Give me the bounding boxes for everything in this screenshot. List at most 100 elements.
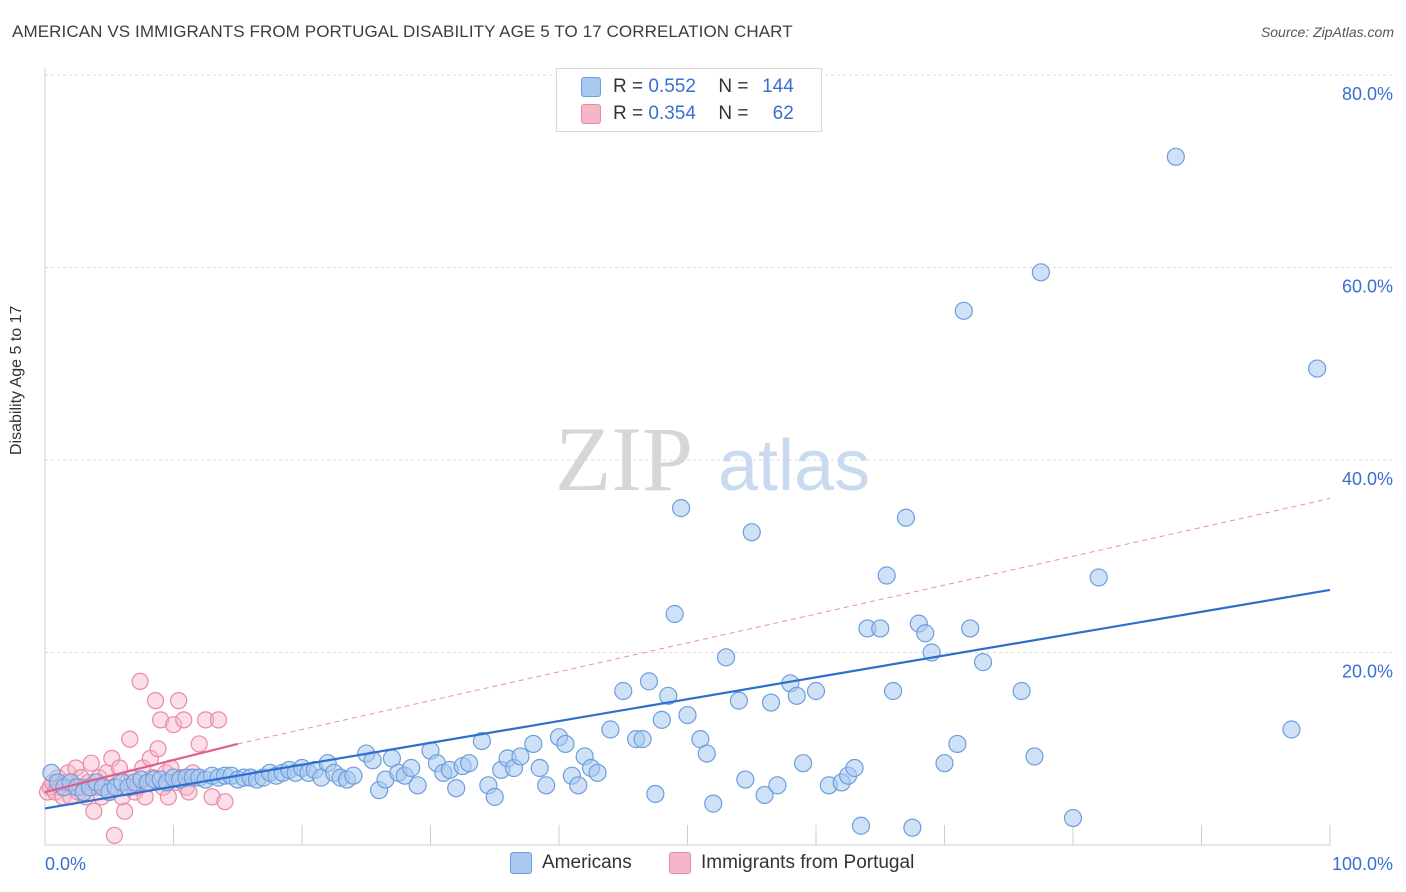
data-point-americans: [883, 681, 903, 701]
trend-line-americans: [44, 588, 1331, 810]
axes: [44, 68, 1331, 846]
data-point-americans: [729, 691, 749, 710]
data-point-americans: [485, 787, 504, 806]
data-point-americans: [716, 648, 736, 667]
data-point-americans: [1308, 359, 1327, 378]
y-tick-label: 40.0%: [1342, 469, 1393, 489]
legend-row-americans: R = 0.552 N = 144: [581, 75, 794, 99]
legend: R = 0.552 N = 144 R = 0.354 N = 62: [556, 68, 822, 132]
bottom-legend-americans: Americans: [510, 852, 632, 874]
data-point-americans: [1166, 147, 1185, 166]
data-point-americans: [1282, 720, 1301, 739]
data-point-portugal: [116, 802, 134, 820]
data-point-americans: [511, 747, 530, 766]
data-point-americans: [402, 758, 421, 778]
data-point-americans: [569, 776, 588, 795]
bottom-legend-swatch-portugal: [669, 852, 691, 874]
data-point-americans: [704, 794, 723, 813]
legend-r-value: 0.354: [648, 103, 696, 124]
legend-swatch-americans: [581, 77, 601, 97]
data-point-portugal: [105, 826, 123, 844]
data-point-americans: [1025, 747, 1044, 766]
data-point-americans: [652, 710, 671, 729]
data-point-americans: [1089, 568, 1108, 587]
data-point-portugal: [216, 793, 234, 811]
data-point-portugal: [175, 711, 193, 729]
data-point-americans: [639, 672, 659, 691]
data-point-americans: [671, 499, 691, 518]
gridlines: [45, 74, 1395, 653]
data-point-portugal: [152, 711, 170, 729]
trend-lines: [44, 498, 1331, 810]
legend-r-label: R =: [613, 103, 644, 124]
data-point-portugal: [131, 672, 149, 690]
data-point-americans: [903, 818, 922, 837]
data-point-americans: [851, 816, 871, 835]
bottom-legend-label: Immigrants from Portugal: [701, 852, 915, 873]
legend-swatch-portugal: [581, 104, 601, 124]
data-point-americans: [530, 758, 549, 778]
data-point-americans: [459, 754, 479, 773]
bottom-legend: Americans Immigrants from Portugal: [0, 852, 1406, 878]
trend-line-portugal: [44, 742, 239, 794]
data-point-americans: [736, 770, 755, 789]
series-portugal-points: [38, 672, 234, 844]
legend-r-value: 0.552: [648, 76, 696, 97]
data-point-americans: [472, 731, 491, 751]
data-point-portugal: [170, 692, 188, 710]
x-tick-label: 100.0%: [1332, 854, 1393, 874]
y-axis-label: Disability Age 5 to 17: [8, 305, 25, 455]
data-point-portugal: [203, 788, 221, 806]
bottom-legend-portugal: Immigrants from Portugal: [669, 852, 914, 874]
data-point-americans: [871, 619, 890, 638]
bottom-legend-swatch-americans: [510, 852, 532, 874]
y-tick-label: 20.0%: [1342, 662, 1393, 682]
data-point-portugal: [85, 802, 103, 820]
data-point-americans: [537, 776, 556, 795]
data-point-americans: [845, 758, 864, 778]
data-point-americans: [761, 693, 781, 712]
data-point-americans: [659, 686, 678, 705]
data-point-americans: [961, 619, 980, 638]
data-point-americans: [1063, 808, 1083, 828]
legend-n-label: N =: [718, 76, 749, 97]
data-point-americans: [954, 301, 973, 320]
data-point-portugal: [146, 692, 165, 710]
data-point-americans: [755, 785, 774, 805]
chart-title: AMERICAN VS IMMIGRANTS FROM PORTUGAL DIS…: [12, 22, 793, 41]
legend-n-value: 144: [762, 76, 794, 97]
tick-labels: 20.0% 40.0% 60.0% 80.0% 0.0% 100.0%: [45, 84, 1393, 874]
data-point-americans: [973, 653, 993, 672]
bottom-legend-label: Americans: [542, 852, 632, 873]
data-point-americans: [1031, 263, 1050, 282]
data-point-americans: [1012, 681, 1031, 701]
x-tick-label: 0.0%: [45, 854, 86, 874]
watermark-atlas: atlas: [718, 426, 870, 506]
y-tick-label: 80.0%: [1342, 84, 1393, 104]
data-point-portugal: [149, 740, 167, 758]
data-point-americans: [877, 566, 896, 585]
data-point-americans: [588, 763, 607, 782]
watermark-zip: ZIP: [555, 408, 693, 510]
legend-r-label: R =: [613, 76, 644, 97]
data-point-americans: [447, 779, 466, 798]
data-point-americans: [614, 681, 633, 701]
data-point-portugal: [197, 711, 215, 729]
trend-line-portugal-extension: [237, 498, 1331, 745]
watermark: ZIP atlas: [555, 408, 870, 510]
data-point-americans: [697, 744, 716, 763]
data-point-americans: [916, 624, 935, 643]
data-point-portugal: [82, 754, 100, 772]
legend-n-label: N =: [718, 103, 749, 124]
data-point-portugal: [190, 735, 208, 753]
data-point-portugal: [121, 730, 139, 748]
legend-row-portugal: R = 0.354 N = 62: [581, 102, 794, 126]
data-point-portugal: [164, 716, 183, 734]
data-point-americans: [665, 604, 684, 624]
data-point-americans: [601, 720, 620, 739]
data-point-americans: [408, 776, 427, 795]
data-point-americans: [524, 734, 543, 754]
data-point-americans: [633, 730, 652, 749]
data-point-portugal: [209, 711, 228, 729]
